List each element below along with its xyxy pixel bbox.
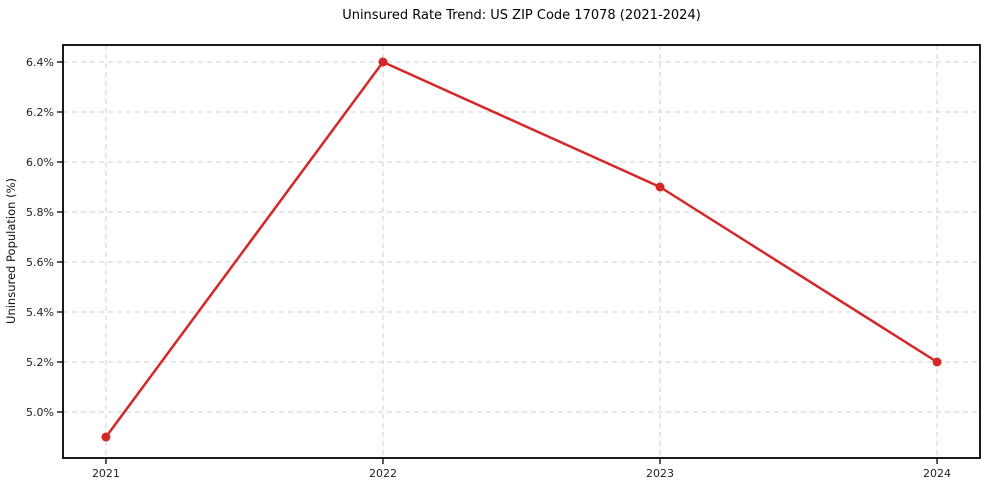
y-tick-label: 5.8%	[26, 206, 54, 219]
data-point	[378, 57, 388, 67]
x-tick-label: 2024	[923, 467, 951, 480]
data-point	[101, 432, 111, 442]
y-axis-label: Uninsured Population (%)	[4, 178, 18, 324]
x-tick-label: 2023	[646, 467, 674, 480]
axes-frame	[62, 44, 981, 459]
trend-line	[104, 60, 939, 439]
y-tick-label: 5.4%	[26, 306, 54, 319]
y-tick-label: 6.2%	[26, 106, 54, 119]
x-tick-label: 2022	[369, 467, 397, 480]
y-tick-label: 5.0%	[26, 406, 54, 419]
data-point	[932, 357, 942, 367]
chart-title: Uninsured Rate Trend: US ZIP Code 17078 …	[342, 8, 701, 23]
y-tick-label: 6.0%	[26, 156, 54, 169]
x-tick-label: 2021	[92, 467, 120, 480]
y-tick-label: 6.4%	[26, 56, 54, 69]
data-point	[655, 182, 665, 192]
y-tick-label: 5.6%	[26, 256, 54, 269]
y-tick-label: 5.2%	[26, 356, 54, 369]
